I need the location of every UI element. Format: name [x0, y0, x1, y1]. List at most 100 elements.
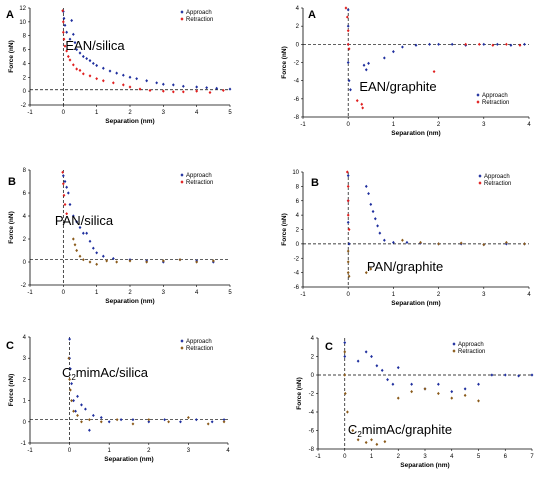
data-point: [131, 422, 135, 426]
data-point: [361, 106, 365, 110]
data-point: [432, 69, 436, 74]
data-point: [523, 42, 526, 46]
data-point: [491, 43, 495, 47]
data-point: [119, 418, 123, 422]
data-point: [161, 259, 165, 263]
data-point: [347, 274, 351, 278]
data-point: [62, 16, 66, 20]
data-point: [347, 242, 351, 246]
data-point: [450, 396, 454, 400]
x-tick-label: 0: [68, 448, 72, 454]
data-point: [343, 373, 347, 377]
x-tick-label: 5: [228, 290, 232, 296]
y-tick-label: 8: [23, 34, 27, 40]
data-point: [88, 428, 91, 432]
data-point: [347, 227, 351, 232]
x-tick-label: -1: [27, 290, 33, 296]
x-tick-label: -1: [27, 448, 33, 454]
data-point: [115, 260, 119, 264]
y-tick-label: -6: [309, 429, 315, 435]
data-point: [78, 51, 82, 55]
y-tick-label: -4: [309, 410, 315, 416]
x-tick-label: 0: [347, 292, 351, 298]
data-point: [414, 43, 418, 47]
data-point: [70, 399, 73, 403]
data-point: [436, 391, 440, 396]
data-point: [73, 41, 77, 45]
data-point: [73, 243, 77, 247]
data-point: [346, 271, 350, 275]
data-point: [81, 54, 85, 59]
x-tick-label: 2: [437, 292, 441, 298]
data-point: [482, 242, 486, 247]
data-point: [121, 83, 125, 87]
data-point: [85, 56, 89, 61]
system-annotation: PAN/graphite: [367, 259, 443, 274]
data-point: [115, 418, 119, 422]
legend-label: Retraction: [186, 17, 213, 23]
legend-label: Retraction: [484, 181, 511, 187]
data-point: [128, 259, 132, 263]
y-tick-label: 2: [296, 24, 300, 30]
data-point: [370, 438, 373, 442]
x-axis-label: Separation (nm): [400, 462, 449, 469]
data-point: [61, 30, 65, 34]
x-tick-label: 3: [187, 448, 191, 454]
x-axis-label: Separation (nm): [391, 130, 440, 137]
system-annotation: EAN/silica: [65, 38, 125, 53]
data-point: [161, 89, 165, 93]
chart-panel-5: -1 0 1 2 3 4 -1 0 1 2 3 4 Separation (nm) Force (nN) A…: [6, 335, 230, 463]
y-tick-label: 3: [23, 356, 27, 362]
legend-label: Retraction: [482, 100, 509, 106]
x-tick-label: 4: [195, 110, 199, 116]
y-axis-label: Force (nN): [296, 377, 303, 410]
data-point: [70, 18, 74, 23]
data-point: [346, 260, 350, 264]
data-point: [131, 418, 135, 422]
data-point: [396, 396, 400, 400]
data-point: [211, 259, 215, 263]
data-point: [101, 66, 105, 70]
data-point: [380, 368, 384, 372]
data-point: [62, 193, 66, 197]
y-axis-label: Force (nN): [8, 40, 15, 73]
data-point: [61, 20, 65, 24]
y-tick-label: 2: [23, 237, 27, 243]
data-point: [68, 202, 72, 207]
data-point: [187, 415, 190, 420]
x-tick-label: 1: [95, 110, 99, 116]
data-point: [477, 42, 481, 46]
legend-marker: [452, 349, 456, 353]
data-point: [410, 382, 414, 386]
x-axis-label: Separation (nm): [105, 298, 154, 305]
chart-panel-4: -1 0 1 2 3 4 -6 -4 -2 0 2 4 6 8 10 Separation (nm) Force…: [281, 170, 531, 307]
data-point: [371, 209, 375, 214]
data-point: [108, 69, 112, 73]
x-tick-label: 4: [450, 454, 454, 460]
data-point: [99, 415, 103, 420]
data-point: [375, 364, 379, 368]
data-point: [62, 37, 66, 41]
data-point: [63, 202, 67, 207]
data-point: [167, 420, 170, 424]
panel-label: A: [6, 9, 14, 21]
data-point: [345, 15, 349, 19]
data-point: [163, 418, 167, 422]
data-point: [343, 354, 347, 359]
data-point: [61, 174, 65, 178]
system-annotation: EAN/graphite: [359, 79, 436, 94]
x-tick-label: 4: [195, 290, 199, 296]
y-axis-label: Force (nN): [281, 46, 288, 79]
data-point: [91, 246, 95, 250]
x-tick-label: 0: [62, 110, 66, 116]
y-tick-label: 0: [296, 42, 300, 48]
y-tick-label: 0: [311, 373, 315, 379]
data-point: [76, 394, 79, 398]
x-tick-label: 3: [482, 122, 486, 128]
legend-marker: [478, 174, 482, 178]
data-point: [91, 413, 95, 418]
data-point: [362, 63, 366, 67]
data-point: [181, 90, 185, 94]
